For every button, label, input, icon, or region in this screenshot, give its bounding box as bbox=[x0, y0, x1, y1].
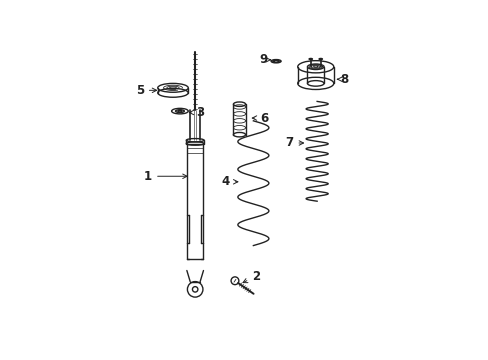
Text: 3: 3 bbox=[189, 106, 204, 119]
Text: 6: 6 bbox=[252, 112, 268, 125]
Text: 4: 4 bbox=[221, 175, 237, 188]
Text: 7: 7 bbox=[285, 136, 303, 149]
Text: 2: 2 bbox=[243, 270, 260, 283]
Text: 5: 5 bbox=[135, 84, 156, 97]
Text: 9: 9 bbox=[259, 53, 270, 66]
Text: 8: 8 bbox=[337, 73, 348, 86]
Text: 1: 1 bbox=[143, 170, 187, 183]
